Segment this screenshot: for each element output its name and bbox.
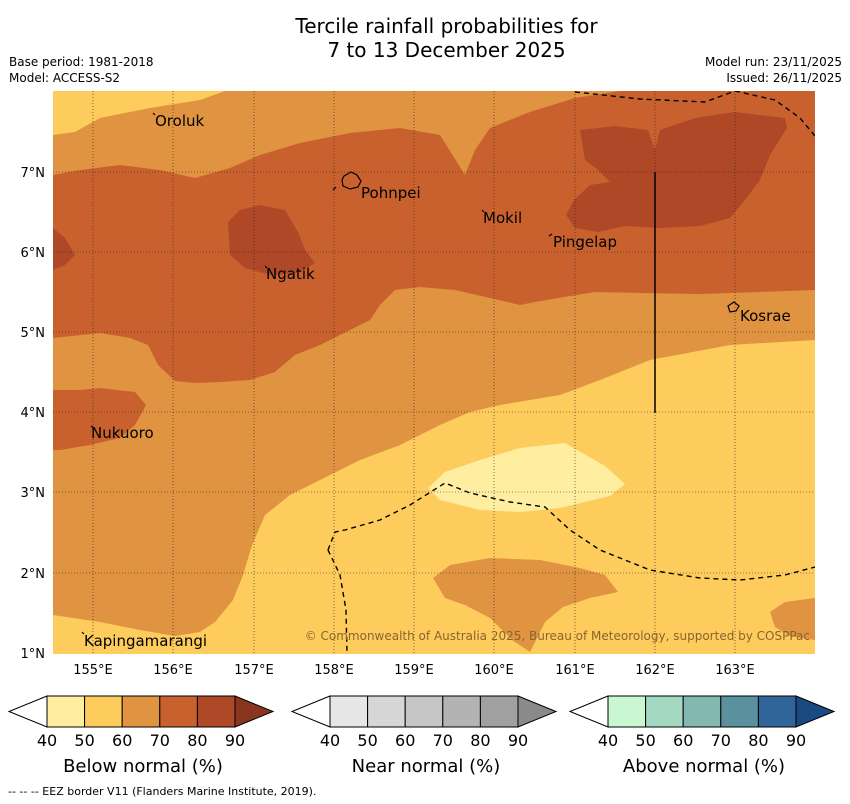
zone-60-70-south [433, 558, 618, 652]
legend-near-tick-50: 50 [357, 731, 377, 750]
legend-below-swatch-70 [159, 695, 198, 728]
legend-below-tick-40: 40 [37, 731, 57, 750]
model-name: Model: ACCESS-S2 [9, 71, 121, 85]
lon-label-159e: 159°E [394, 663, 434, 678]
copyright-notice: © Commonwealth of Australia 2025, Bureau… [305, 629, 810, 643]
legend-below-lower-arrow [7, 695, 48, 728]
place-label-pohnpei: Pohnpei [361, 184, 421, 202]
lat-label-5n: 5°N [21, 326, 46, 341]
legend-below-tick-90: 90 [225, 731, 245, 750]
legend-near-tick-70: 70 [433, 731, 453, 750]
lon-label-162e: 162°E [635, 663, 675, 678]
legend-near-tick-40: 40 [320, 731, 340, 750]
legend-above-swatch-70 [720, 695, 759, 728]
place-label-kapingamarangi: Kapingamarangi [84, 632, 207, 650]
zone-80-90-ngatik [228, 205, 315, 275]
legend-near-swatch-60 [404, 695, 444, 728]
legend-near-swatch-40 [329, 695, 369, 728]
place-label-oroluk: Oroluk [155, 112, 204, 130]
legend-below-swatch-80 [196, 695, 236, 728]
legend-near-normal: 40 50 60 70 80 90 Near normal (%) [290, 695, 558, 777]
legend-near-swatch-80 [479, 695, 519, 728]
zone-70-80-nukuoro [53, 388, 146, 450]
legend-above-swatch-50 [645, 695, 684, 728]
legend-near-title: Near normal (%) [352, 756, 501, 777]
lon-label-156e: 156°E [153, 663, 193, 678]
legend-above-title: Above normal (%) [623, 756, 785, 777]
legend-below-upper-arrow [234, 695, 275, 728]
model-run: Model run: 23/11/2025 [704, 55, 842, 69]
eez-border [327, 91, 815, 654]
eez-footnote: -- -- -- EEZ border V11 (Flanders Marine… [8, 785, 317, 798]
lon-label-160e: 160°E [474, 663, 514, 678]
place-label-kosrae: Kosrae [740, 307, 791, 325]
graticule [53, 91, 815, 654]
probability-field [53, 91, 815, 654]
legend-above-swatch-60 [682, 695, 722, 728]
lon-label-155e: 155°E [73, 663, 113, 678]
lat-label-1n: 1°N [21, 647, 46, 662]
legend-near-lower-arrow [290, 695, 331, 728]
island-outlines [81, 112, 740, 635]
lat-label-2n: 2°N [21, 567, 46, 582]
zone-50-60-nw [53, 91, 225, 135]
legend-above-tick-90: 90 [786, 731, 806, 750]
lat-label-6n: 6°N [21, 246, 46, 261]
pohnpei-island-shape [341, 171, 362, 190]
lon-label-163e: 163°E [715, 663, 755, 678]
legend-above-tick-80: 80 [748, 731, 768, 750]
title-line-1: Tercile rainfall probabilities for [295, 14, 598, 38]
place-label-ngatik: Ngatik [266, 265, 315, 283]
legend-near-swatch-70 [442, 695, 481, 728]
lat-label-4n: 4°N [21, 406, 46, 421]
place-label-pingelap: Pingelap [553, 233, 617, 251]
legend-above-tick-60: 60 [673, 731, 693, 750]
base-period: Base period: 1981-2018 [9, 55, 154, 69]
zone-80-90-east [566, 112, 787, 232]
lon-label-158e: 158°E [314, 663, 354, 678]
issued-date: Issued: 26/11/2025 [726, 71, 842, 85]
title-line-2: 7 to 13 December 2025 [327, 38, 566, 62]
legend-below-tick-70: 70 [150, 731, 170, 750]
legend-above-upper-arrow [795, 695, 836, 728]
legend-below-title: Below normal (%) [63, 756, 223, 777]
zone-60-70-se [770, 598, 815, 640]
legend-above-swatch-40 [607, 695, 647, 728]
lat-label-3n: 3°N [21, 486, 46, 501]
legend-near-tick-80: 80 [470, 731, 490, 750]
lat-label-7n: 7°N [21, 166, 46, 181]
kosrae-island-shape [727, 301, 740, 313]
lon-label-161e: 161°E [555, 663, 595, 678]
legend-below-tick-50: 50 [74, 731, 94, 750]
legend-near-tick-90: 90 [508, 731, 528, 750]
legend-above-tick-50: 50 [635, 731, 655, 750]
lon-label-157e: 157°E [234, 663, 274, 678]
legend-below-swatch-40 [46, 695, 86, 728]
legend-near-tick-60: 60 [395, 731, 415, 750]
place-label-mokil: Mokil [483, 209, 522, 227]
legend-below-swatch-60 [121, 695, 161, 728]
legend-above-tick-40: 40 [598, 731, 618, 750]
legend-above-lower-arrow [568, 695, 609, 728]
legend-above-swatch-80 [757, 695, 797, 728]
legend-below-tick-80: 80 [187, 731, 207, 750]
legend-near-swatch-50 [367, 695, 406, 728]
legend-above-tick-70: 70 [711, 731, 731, 750]
zone-80-90-west [53, 228, 75, 270]
legend-below-tick-60: 60 [112, 731, 132, 750]
legend-near-upper-arrow [517, 695, 558, 728]
place-label-nukuoro: Nukuoro [91, 424, 154, 442]
legend-below-swatch-50 [84, 695, 123, 728]
